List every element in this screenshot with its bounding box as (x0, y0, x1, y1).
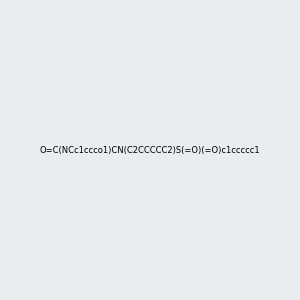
Text: O=C(NCc1ccco1)CN(C2CCCCC2)S(=O)(=O)c1ccccc1: O=C(NCc1ccco1)CN(C2CCCCC2)S(=O)(=O)c1ccc… (40, 146, 260, 154)
